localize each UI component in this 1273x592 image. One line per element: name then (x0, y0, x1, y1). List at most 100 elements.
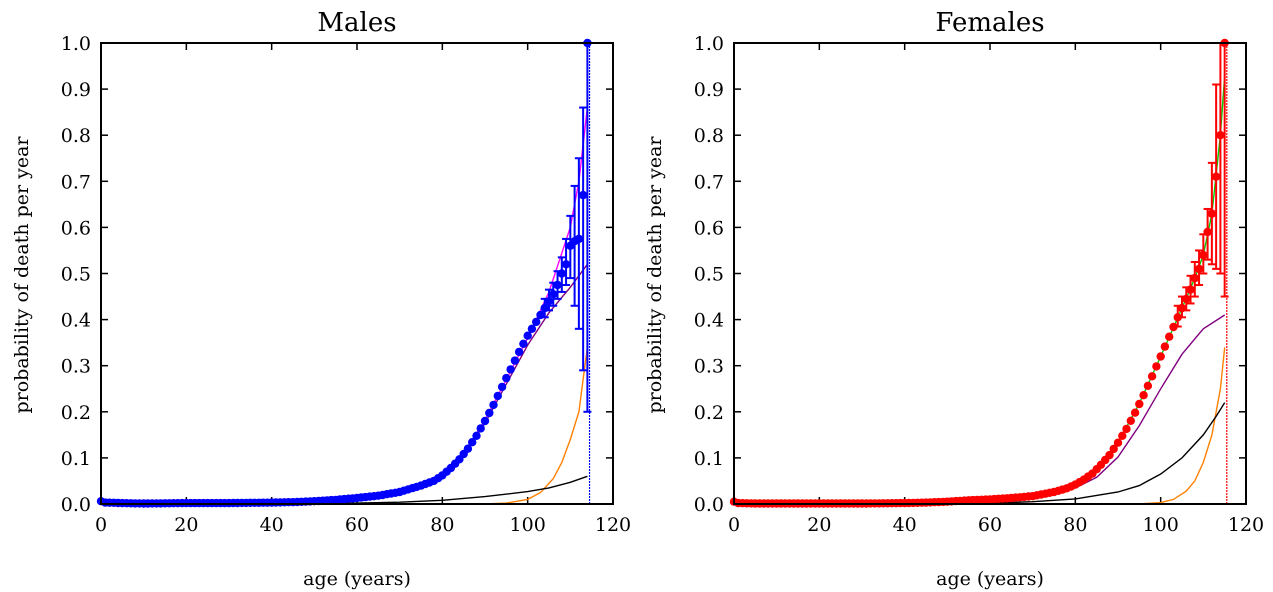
y-tick-label: 0.6 (694, 217, 724, 239)
y-ticks: 0.0 0.1 0.2 0.3 0.4 0.5 0.6 0.7 0.8 0.9 1.0 (61, 33, 613, 516)
y-tick-label: 0.7 (61, 171, 91, 193)
y-axis-label: probability of death per year (11, 136, 33, 414)
data-point (1002, 494, 1012, 503)
y-tick-label: 0.9 (694, 79, 724, 101)
series-curve-2 (733, 402, 1226, 505)
y-tick-label: 0.6 (61, 217, 91, 239)
data-point (497, 382, 507, 392)
x-tick-label: 80 (1063, 514, 1087, 536)
data-point (450, 459, 460, 468)
data-point (536, 310, 545, 320)
x-tick-label: 60 (978, 514, 1002, 536)
x-tick-label: 120 (1228, 514, 1264, 536)
data-point (442, 467, 451, 476)
x-tick-label: 100 (510, 514, 546, 536)
data-point (1130, 408, 1140, 417)
data-point (489, 400, 498, 410)
plot-frame (100, 42, 614, 505)
y-tick-label: 0.3 (61, 356, 91, 378)
x-tick-label: 40 (260, 514, 284, 536)
data-point (485, 408, 494, 418)
data-point (532, 317, 541, 327)
data-point (1199, 250, 1208, 260)
plot-area (729, 38, 1229, 508)
series-curve-3 (734, 347, 1226, 505)
data-point (1186, 285, 1195, 294)
x-axis-label: age (years) (303, 568, 411, 590)
x-tick-label: 0 (728, 514, 740, 536)
data-point (472, 431, 481, 440)
data-point (1147, 372, 1157, 381)
data-point (1058, 485, 1067, 494)
data-point (1169, 322, 1178, 332)
data-point (502, 373, 511, 383)
plot-frame (733, 42, 1247, 505)
data-point (327, 495, 336, 505)
data-point (1190, 273, 1200, 283)
data-point (1156, 352, 1165, 361)
data-point (1139, 391, 1148, 400)
chart-title: Males (317, 8, 396, 38)
x-tick-label: 20 (807, 514, 831, 536)
data-point (917, 498, 926, 507)
y-tick-label: 0.8 (61, 125, 91, 147)
data-point (1066, 482, 1076, 491)
x-tick-label: 0 (95, 514, 107, 536)
x-tick-label: 100 (1143, 514, 1179, 536)
data-point (561, 260, 571, 269)
data-point (540, 303, 549, 313)
y-tick-label: 1.0 (694, 33, 724, 55)
data-point (412, 482, 421, 492)
data-point (1024, 492, 1033, 501)
data-point (1101, 455, 1110, 465)
x-ticks: 0 20 40 60 80 100 120 (728, 43, 1264, 536)
series-curve-1 (101, 263, 588, 504)
x-axis-label: age (years) (936, 568, 1044, 590)
data-point (1113, 438, 1123, 447)
data-point (433, 474, 443, 483)
x-tick-label: 120 (595, 514, 631, 536)
y-tick-label: 0.7 (694, 171, 724, 193)
data-point (1143, 381, 1153, 390)
data-point (1207, 209, 1217, 218)
data-point (391, 488, 400, 497)
data-point (1092, 465, 1101, 474)
y-tick-label: 0.2 (694, 402, 724, 424)
y-tick-label: 1.0 (61, 33, 91, 55)
data-point (480, 416, 490, 426)
data-point (1083, 472, 1093, 481)
y-tick-label: 0.8 (694, 125, 724, 147)
y-tick-label: 0.9 (61, 79, 91, 101)
x-tick-label: 80 (430, 514, 454, 536)
series-curve-1 (734, 314, 1226, 504)
data-point (284, 498, 293, 507)
data-point (263, 498, 272, 507)
data-point (523, 331, 532, 340)
x-tick-label: 40 (893, 514, 917, 536)
data-point (510, 356, 520, 365)
data-point (1194, 264, 1204, 274)
data-point (1109, 444, 1118, 454)
x-tick-label: 20 (174, 514, 198, 536)
data-point (493, 391, 502, 401)
y-tick-label: 0.2 (61, 402, 91, 424)
y-tick-label: 0.4 (61, 310, 91, 332)
males-panel: Males age (years) probability of death p… (11, 8, 631, 590)
data-point (506, 365, 515, 374)
y-tick-label: 0.3 (694, 356, 724, 378)
y-tick-label: 0.4 (694, 310, 724, 332)
data-point (425, 478, 434, 487)
data-point (514, 347, 524, 357)
data-point (1118, 431, 1127, 440)
data-point (1177, 303, 1187, 313)
data-point (1152, 362, 1161, 371)
data-point (578, 190, 588, 200)
data-point (981, 495, 990, 504)
series-curve-0 (733, 75, 1226, 504)
y-tick-label: 0.0 (694, 494, 724, 516)
data-point (1160, 342, 1170, 351)
y-tick-label: 0.5 (61, 264, 91, 286)
data-point (1165, 332, 1174, 341)
females-panel: Females age (years) probability of death… (644, 8, 1264, 590)
